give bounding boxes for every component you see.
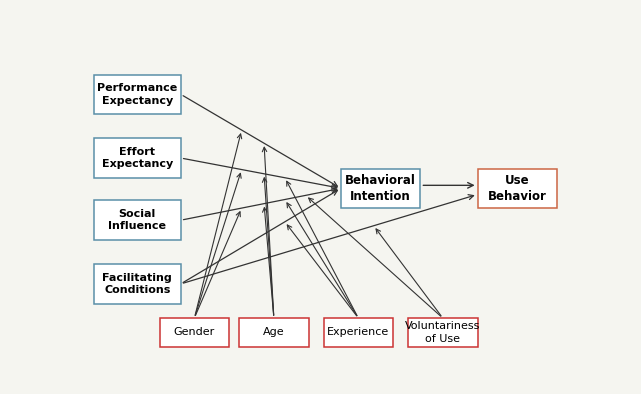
Text: Voluntariness
of Use: Voluntariness of Use [405, 321, 481, 344]
Text: Gender: Gender [174, 327, 215, 337]
FancyBboxPatch shape [408, 318, 478, 347]
FancyBboxPatch shape [94, 138, 181, 178]
FancyBboxPatch shape [324, 318, 393, 347]
Text: Behavioral
Intention: Behavioral Intention [345, 174, 416, 203]
FancyBboxPatch shape [239, 318, 309, 347]
FancyBboxPatch shape [478, 169, 557, 208]
Text: Performance
Expectancy: Performance Expectancy [97, 83, 178, 106]
FancyBboxPatch shape [341, 169, 420, 208]
FancyBboxPatch shape [160, 318, 229, 347]
Text: Age: Age [263, 327, 285, 337]
Text: Experience: Experience [327, 327, 390, 337]
Text: Facilitating
Conditions: Facilitating Conditions [103, 273, 172, 295]
Text: Use
Behavior: Use Behavior [488, 174, 547, 203]
FancyBboxPatch shape [94, 264, 181, 304]
FancyBboxPatch shape [94, 201, 181, 240]
Text: Effort
Expectancy: Effort Expectancy [102, 147, 173, 169]
FancyBboxPatch shape [94, 74, 181, 114]
Text: Social
Influence: Social Influence [108, 209, 166, 231]
